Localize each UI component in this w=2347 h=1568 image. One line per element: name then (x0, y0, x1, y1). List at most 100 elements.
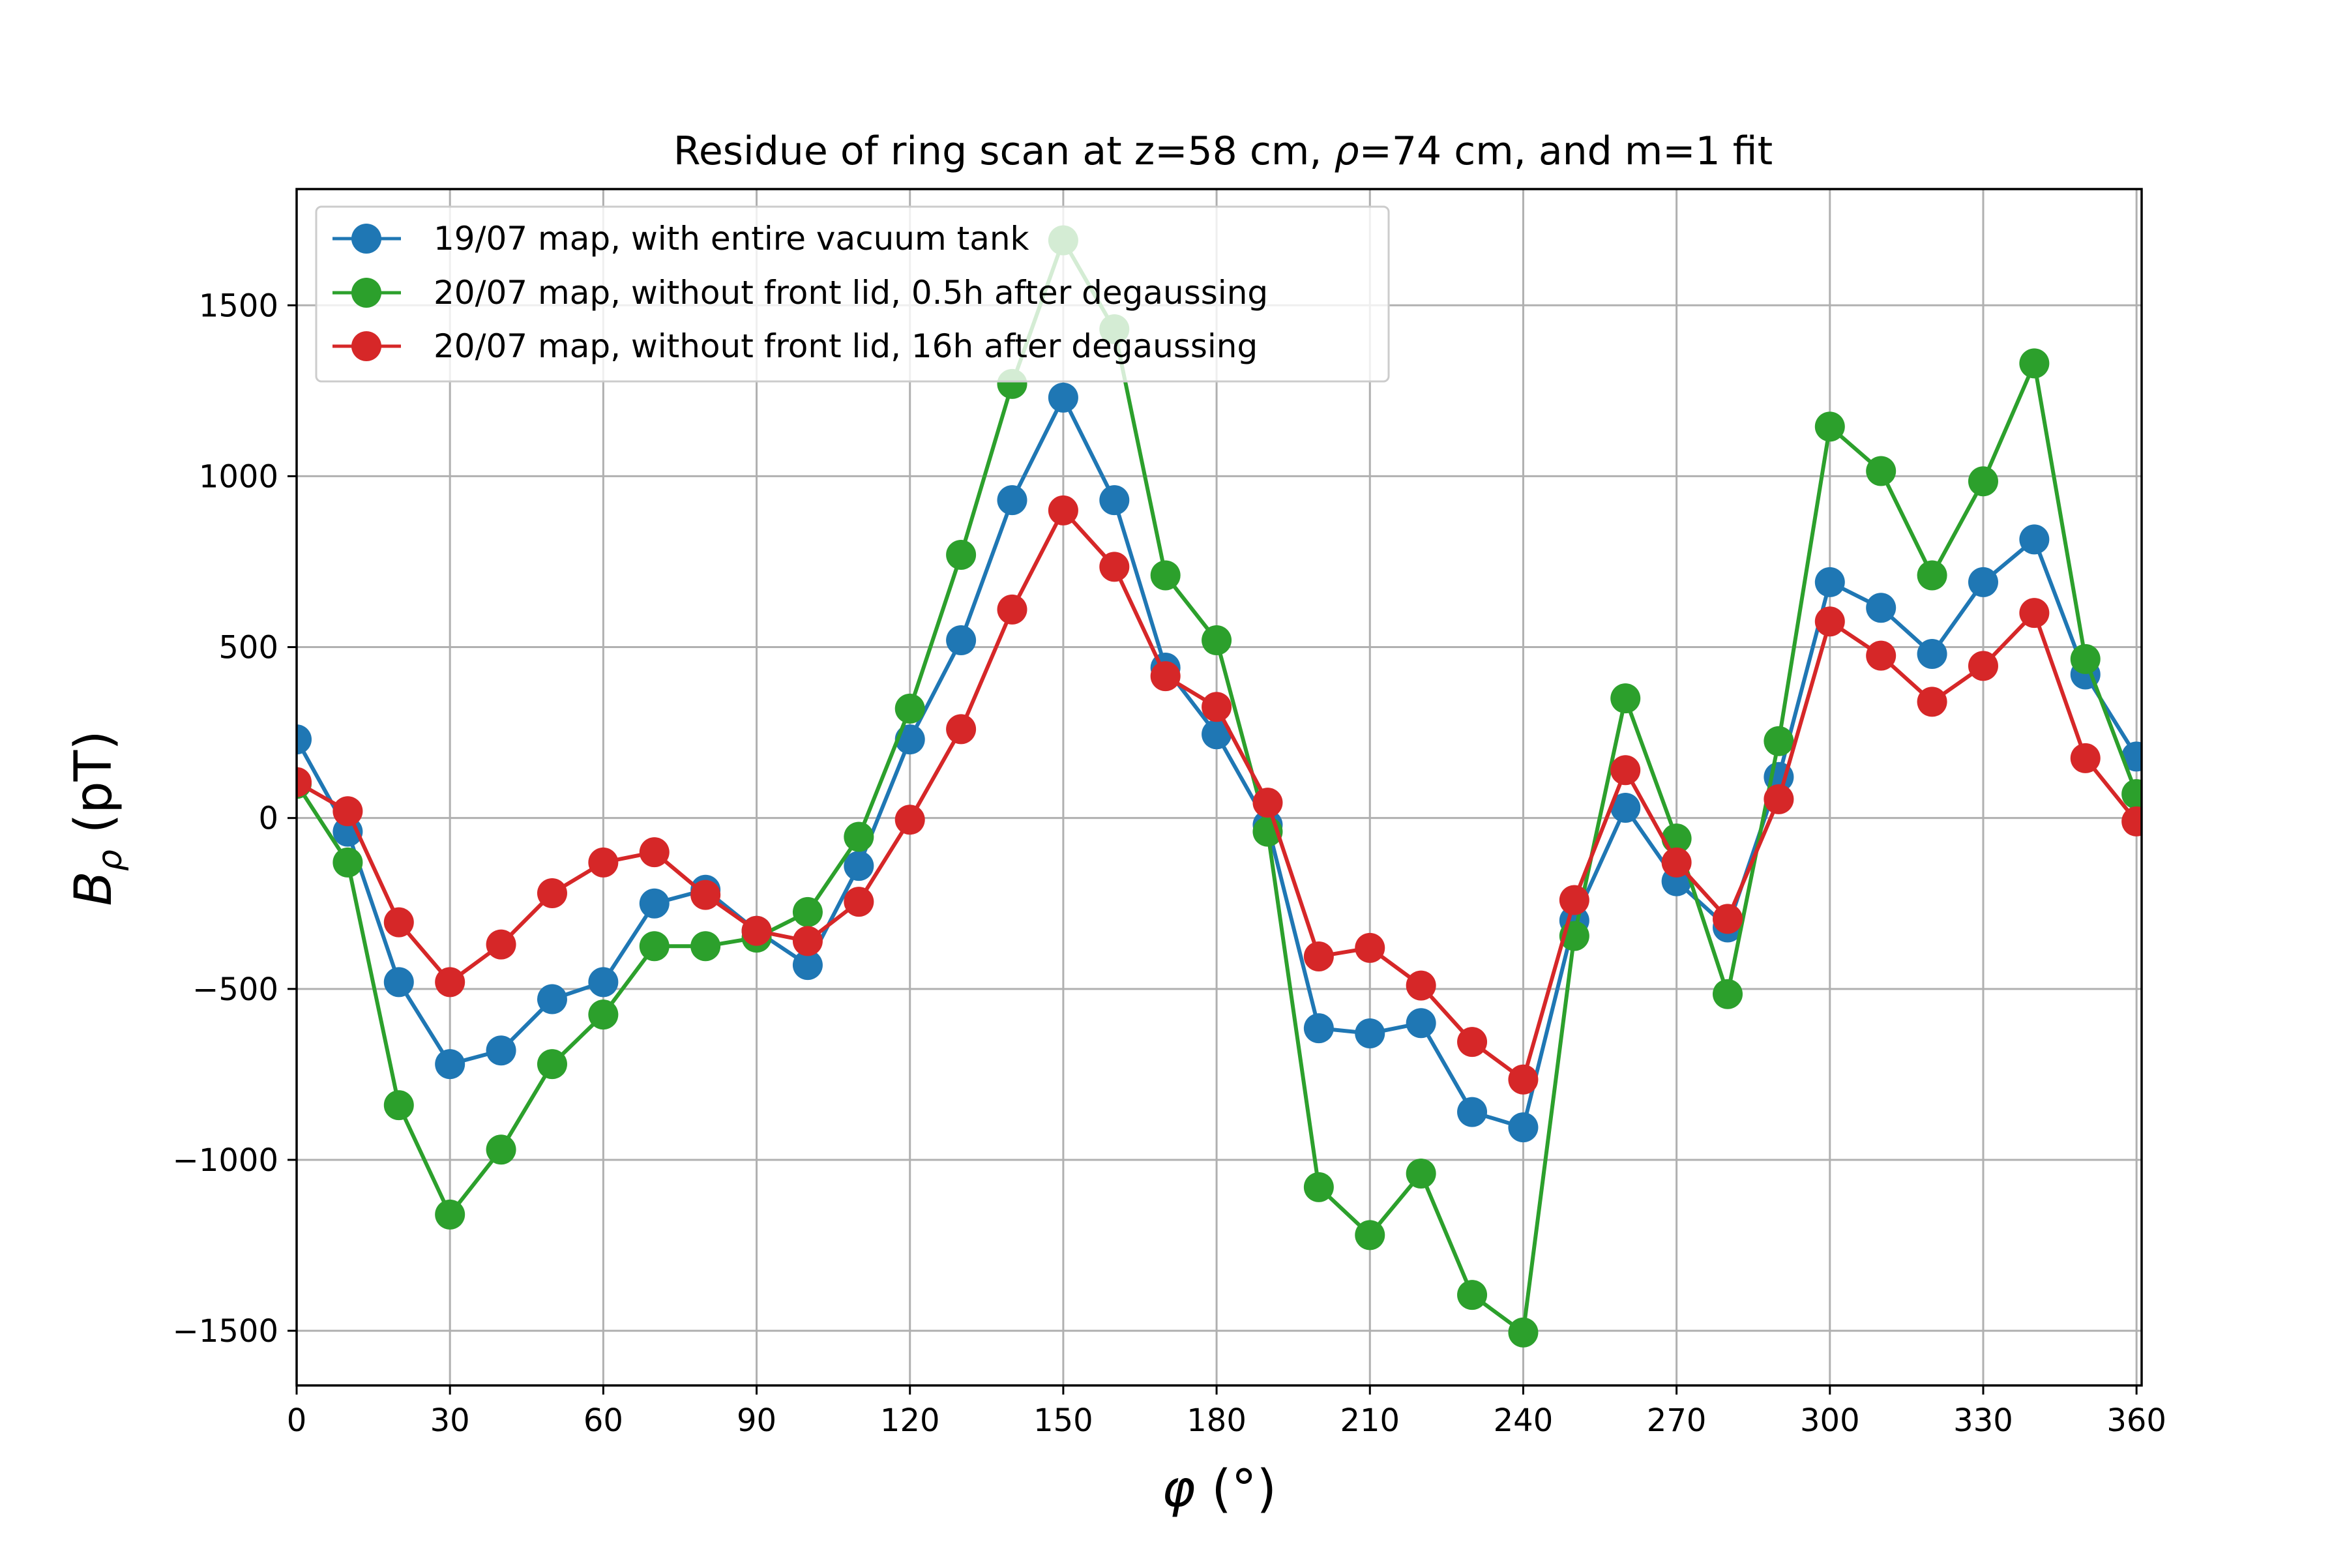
x-tick-label: 360 (2106, 1402, 2166, 1439)
data-point (1457, 1280, 1488, 1310)
data-point (894, 693, 925, 724)
data-point (2070, 643, 2101, 674)
data-point (1048, 382, 1078, 413)
data-point (435, 1199, 465, 1230)
y-label-unit: (pT) (65, 730, 123, 850)
data-point (297, 724, 312, 755)
data-point (844, 851, 874, 881)
data-point (1303, 941, 1334, 972)
data-point (1355, 1220, 1385, 1250)
data-point (946, 539, 977, 570)
data-point (792, 926, 823, 956)
y-tick-label: 1500 (199, 288, 278, 324)
data-point (1814, 567, 1845, 597)
data-point (297, 767, 312, 797)
data-point (946, 625, 977, 656)
legend-entry: 19/07 map, with entire vacuum tank (332, 220, 1029, 258)
y-tick-label: −1000 (173, 1142, 278, 1179)
legend-entry: 20/07 map, without front lid, 16h after … (332, 327, 1258, 365)
legend-marker (351, 224, 381, 254)
data-point (1559, 885, 1589, 915)
data-point (1508, 1112, 1539, 1143)
x-label-phi: φ (1162, 1460, 1195, 1518)
data-point (383, 967, 414, 998)
data-point (1917, 560, 1947, 591)
title-pre: Residue of ring scan at z=58 cm, (673, 128, 1335, 174)
x-tick-label: 30 (430, 1402, 470, 1439)
legend-entry: 20/07 map, without front lid, 0.5h after… (332, 274, 1268, 312)
data-point (1917, 687, 1947, 717)
title-post: =74 cm, and m=1 fit (1359, 128, 1773, 174)
data-point (2019, 348, 2050, 379)
x-label-unit: (°) (1195, 1460, 1277, 1518)
data-point (1150, 661, 1181, 692)
data-point (1968, 567, 1998, 597)
data-point (537, 984, 567, 1014)
data-point (383, 907, 414, 938)
x-tick-label: 330 (1953, 1402, 2013, 1439)
x-tick-label: 210 (1340, 1402, 1400, 1439)
x-tick-label: 150 (1033, 1402, 1093, 1439)
x-tick-label: 270 (1647, 1402, 1707, 1439)
legend: 19/07 map, with entire vacuum tank 20/07… (315, 205, 1390, 383)
data-point (1202, 719, 1232, 750)
legend-marker (351, 278, 381, 308)
data-point (2019, 524, 2050, 555)
data-point (1202, 625, 1232, 656)
x-tick-label: 300 (1800, 1402, 1860, 1439)
data-point (588, 967, 619, 998)
data-point (1610, 683, 1641, 714)
axes-frame (295, 188, 2143, 1387)
x-tick-label: 0 (287, 1402, 307, 1439)
data-point (486, 1134, 516, 1165)
data-point (435, 1049, 465, 1080)
data-point (1150, 560, 1181, 591)
data-point (486, 929, 516, 960)
data-point (997, 485, 1027, 516)
data-point (639, 888, 670, 919)
grid (295, 189, 2142, 1385)
data-point (1303, 1172, 1334, 1202)
x-tick-label: 60 (583, 1402, 623, 1439)
legend-label: 20/07 map, without front lid, 16h after … (434, 327, 1258, 365)
data-point (1713, 904, 1743, 934)
data-point (1764, 726, 1794, 756)
data-point (1099, 552, 1130, 582)
data-point (1814, 606, 1845, 637)
series-group (297, 225, 2142, 1348)
data-point (844, 821, 874, 852)
data-point (946, 714, 977, 745)
data-point (1866, 593, 1897, 623)
data-point (2121, 806, 2142, 836)
data-point (1610, 792, 1641, 823)
data-point (1048, 495, 1078, 525)
data-point (997, 594, 1027, 625)
data-point (435, 967, 465, 998)
y-axis-label: Bρ (pT) (65, 730, 130, 906)
data-point (741, 915, 772, 946)
data-point (486, 1035, 516, 1066)
data-point (1099, 485, 1130, 516)
y-tick-label: −500 (192, 971, 278, 1008)
data-point (1457, 1027, 1488, 1058)
y-tick-label: −1500 (173, 1313, 278, 1350)
data-point (1355, 1018, 1385, 1048)
y-tick-label: 0 (258, 801, 278, 837)
data-point (792, 950, 823, 981)
data-point (1406, 970, 1436, 1001)
series-3 (297, 495, 2142, 1095)
data-point (844, 887, 874, 917)
data-point (1303, 1013, 1334, 1044)
data-point (2121, 778, 2142, 809)
data-point (690, 931, 721, 962)
data-point (537, 878, 567, 909)
data-point (1917, 639, 1947, 670)
legend-marker (351, 331, 381, 361)
data-point (588, 847, 619, 878)
data-point (2019, 598, 2050, 629)
y-label-b: B (65, 871, 123, 906)
data-point (1968, 651, 1998, 681)
x-tick-label: 120 (880, 1402, 940, 1439)
